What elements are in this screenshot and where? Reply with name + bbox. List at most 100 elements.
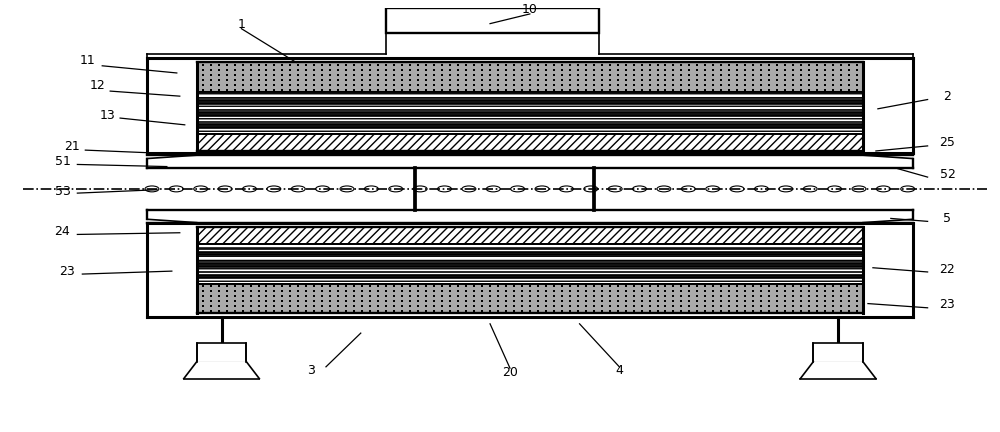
Point	[554, 61, 570, 68]
Point	[354, 303, 370, 310]
Point	[849, 86, 865, 93]
Point	[219, 81, 235, 88]
Text: 12: 12	[89, 79, 105, 92]
Point	[785, 61, 801, 68]
Point	[626, 66, 642, 73]
Point	[657, 71, 673, 78]
Point	[434, 86, 450, 93]
Point	[306, 308, 322, 314]
Point	[298, 86, 314, 93]
Point	[219, 298, 235, 305]
Text: 51: 51	[55, 155, 70, 168]
Point	[634, 308, 650, 314]
Point	[298, 283, 314, 289]
Point	[322, 86, 338, 93]
Point	[482, 287, 498, 294]
Point	[330, 308, 346, 314]
Bar	[197, 227, 863, 244]
Point	[594, 66, 610, 73]
Point	[314, 61, 330, 68]
Point	[530, 66, 546, 73]
Point	[737, 66, 753, 73]
Point	[817, 76, 833, 83]
Point	[235, 71, 251, 78]
Point	[681, 71, 697, 78]
Point	[322, 81, 338, 88]
Point	[809, 298, 825, 305]
Point	[195, 287, 211, 294]
Bar	[197, 275, 863, 278]
Point	[314, 76, 330, 83]
Point	[785, 283, 801, 289]
Point	[809, 71, 825, 78]
Point	[386, 81, 402, 88]
Point	[306, 86, 322, 93]
Point	[793, 86, 809, 93]
Point	[825, 86, 841, 93]
Point	[426, 86, 442, 93]
Text: 5: 5	[944, 212, 952, 225]
Point	[282, 86, 298, 93]
Text: 11: 11	[79, 54, 95, 67]
Point	[538, 283, 554, 289]
Point	[195, 298, 211, 305]
Point	[418, 287, 434, 294]
Point	[354, 81, 370, 88]
Point	[490, 76, 506, 83]
Point	[610, 71, 626, 78]
Point	[338, 81, 354, 88]
Point	[466, 303, 482, 310]
Point	[354, 71, 370, 78]
Point	[833, 76, 849, 83]
Point	[219, 292, 235, 299]
Point	[602, 287, 618, 294]
Bar	[197, 278, 863, 284]
Point	[825, 81, 841, 88]
Point	[689, 66, 705, 73]
Point	[426, 71, 442, 78]
Point	[594, 308, 610, 314]
Point	[354, 287, 370, 294]
Point	[657, 66, 673, 73]
Point	[665, 61, 681, 68]
Point	[203, 292, 219, 299]
Point	[378, 76, 394, 83]
Point	[490, 298, 506, 305]
Point	[227, 86, 243, 93]
Point	[418, 71, 434, 78]
Point	[506, 287, 522, 294]
Point	[346, 283, 362, 289]
Point	[586, 76, 602, 83]
Point	[243, 81, 259, 88]
Point	[761, 308, 777, 314]
Point	[258, 287, 274, 294]
Point	[219, 287, 235, 294]
Point	[841, 71, 857, 78]
Point	[338, 86, 354, 93]
Point	[849, 283, 865, 289]
Point	[673, 292, 689, 299]
Point	[410, 86, 426, 93]
Point	[322, 76, 338, 83]
Point	[793, 283, 809, 289]
Point	[290, 303, 306, 310]
Point	[195, 66, 211, 73]
Point	[346, 287, 362, 294]
Point	[386, 76, 402, 83]
Point	[642, 283, 658, 289]
Point	[721, 292, 737, 299]
Point	[729, 66, 745, 73]
Point	[442, 71, 458, 78]
Bar	[197, 124, 863, 128]
Point	[506, 292, 522, 299]
Point	[490, 81, 506, 88]
Point	[482, 86, 498, 93]
Point	[514, 81, 530, 88]
Point	[282, 308, 298, 314]
Point	[841, 61, 857, 68]
Point	[322, 71, 338, 78]
Point	[753, 66, 769, 73]
Point	[546, 303, 562, 310]
Point	[490, 61, 506, 68]
Text: 24: 24	[55, 226, 70, 238]
